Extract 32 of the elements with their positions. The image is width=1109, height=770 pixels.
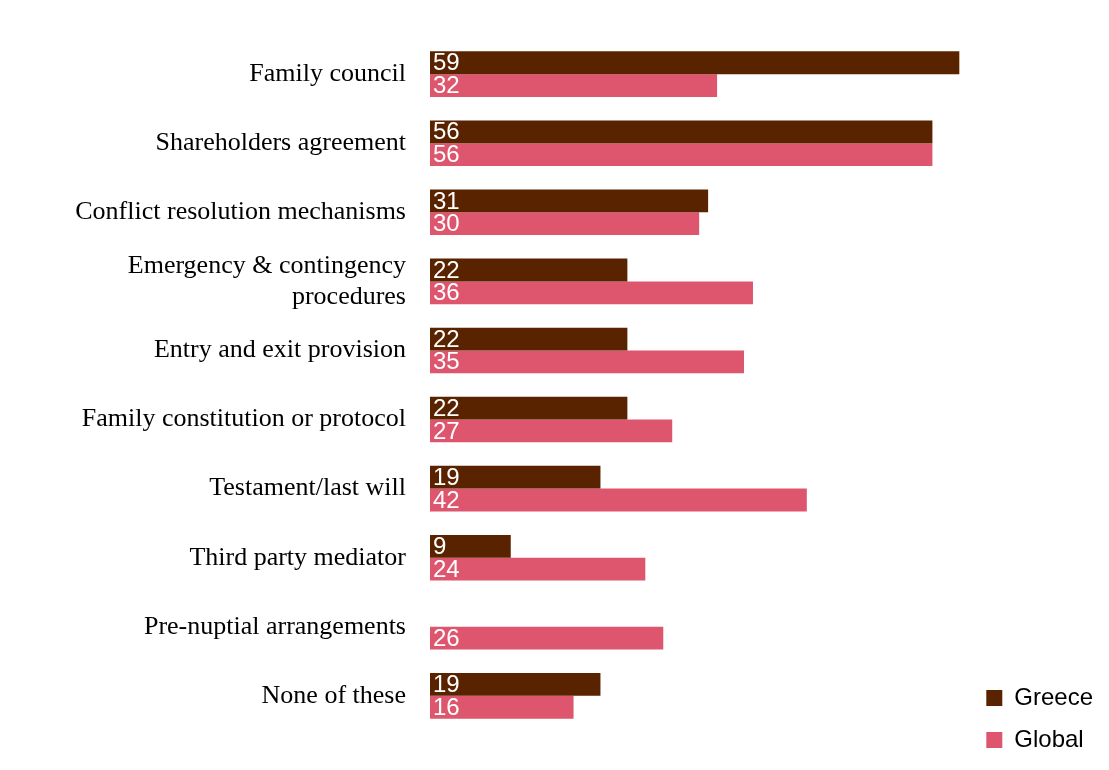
bar [430, 327, 628, 351]
bar [430, 281, 753, 305]
bar [430, 350, 745, 374]
bar [430, 143, 933, 167]
y-tick-label: Family constitution or protocol [81, 403, 406, 433]
bar [430, 189, 709, 213]
bar [430, 120, 933, 144]
bar [430, 212, 700, 236]
y-tick-label: Third party mediator [189, 541, 407, 571]
y-tick-label: Pre-nuptial arrangements [143, 610, 406, 640]
bar [430, 74, 718, 97]
bar [430, 396, 628, 420]
bar [430, 465, 601, 489]
y-tick-label: Entry and exit provision [153, 334, 406, 364]
y-tick-label: Family council [249, 57, 406, 87]
bar [430, 488, 807, 512]
data-label: 26 [433, 623, 460, 651]
y-tick-label: Conflict resolution mechanisms [75, 196, 406, 226]
legend-label: Global [1014, 724, 1084, 752]
y-tick-label: Testament/last will [209, 472, 406, 502]
y-tick-label: None of these [261, 679, 406, 709]
bar [430, 258, 628, 282]
bar [430, 695, 574, 719]
bar [430, 419, 673, 443]
bar [430, 557, 646, 581]
bar [430, 51, 960, 75]
legend-label: Greece [1014, 682, 1093, 710]
y-tick-label: Shareholders agreement [155, 127, 407, 157]
bar [430, 673, 601, 696]
y-tick-label: Emergency & contingency procedures [127, 249, 406, 310]
bar [430, 534, 511, 558]
bar [430, 626, 664, 650]
